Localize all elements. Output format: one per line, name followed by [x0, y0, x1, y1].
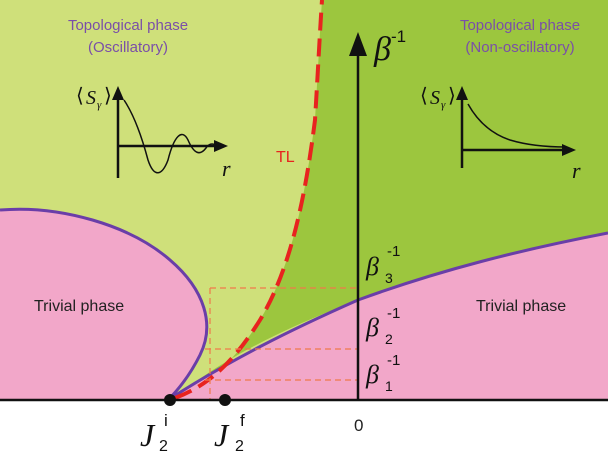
j2f-symbol: J — [214, 417, 230, 453]
inset-osc-r: r — [222, 156, 231, 181]
beta2-label: β 2 -1 — [365, 305, 400, 347]
inset-nonoscillatory: ⟨ S γ ⟩ r — [420, 85, 581, 183]
left-phase-boundary — [0, 207, 209, 402]
inset-osc-s: S — [86, 87, 96, 109]
beta3-subscript: 3 — [385, 270, 393, 286]
beta2-superscript: -1 — [387, 305, 400, 322]
inset-osc-x-arrow — [214, 140, 228, 152]
beta-superscript: -1 — [391, 27, 406, 46]
j2f-superscript: f — [240, 411, 245, 430]
inset-nonosc-langle: ⟨ — [420, 85, 428, 107]
inset-osc-sub: γ — [97, 99, 102, 111]
inset-nonosc-sub: γ — [441, 99, 446, 111]
j2i-label: J 2 i — [140, 411, 168, 453]
topo-osc-subtitle: (Oscillatory) — [88, 39, 168, 56]
zero-label: 0 — [354, 416, 363, 435]
j2f-label: J 2 f — [214, 411, 245, 453]
bottom-margin — [0, 400, 608, 453]
tl-label: TL — [276, 149, 295, 166]
j2i-subscript: 2 — [159, 438, 168, 453]
topological-nonoscillatory-region — [175, 0, 608, 398]
beta1-superscript: -1 — [387, 352, 400, 369]
beta-axis-label: β-1 — [373, 27, 406, 68]
transition-line-tl — [174, 0, 324, 400]
inset-nonosc-rangle: ⟩ — [448, 85, 456, 107]
inset-nonosc-curve — [467, 103, 567, 148]
beta3-label: β 3 -1 — [365, 243, 400, 286]
beta-symbol: β — [373, 31, 391, 68]
inset-osc-y-arrow — [112, 86, 124, 100]
filled-circle-marker-j2f — [219, 394, 231, 406]
beta1-symbol: β — [365, 360, 379, 389]
inset-osc-rangle: ⟩ — [104, 85, 112, 107]
j2i-symbol: J — [140, 417, 156, 453]
beta2-subscript: 2 — [385, 331, 393, 347]
topo-osc-title: Topological phase — [68, 17, 188, 34]
filled-circle-marker-j2i — [164, 394, 176, 406]
beta1-label: β 1 -1 — [365, 352, 400, 394]
topo-nonosc-subtitle: (Non-oscillatory) — [465, 39, 574, 56]
beta1-subscript: 1 — [385, 378, 393, 394]
inset-osc-langle: ⟨ — [76, 85, 84, 107]
trivial-right-region — [168, 233, 608, 400]
j2i-superscript: i — [164, 411, 168, 430]
j2f-subscript: 2 — [235, 438, 244, 453]
topo-nonosc-title: Topological phase — [460, 17, 580, 34]
inset-nonosc-r: r — [572, 158, 581, 183]
beta-axis-arrowhead — [349, 32, 367, 56]
inset-nonosc-s: S — [430, 87, 440, 109]
inset-oscillatory: ⟨ S γ ⟩ r — [76, 85, 231, 181]
trivial-left-label: Trivial phase — [34, 298, 124, 315]
inset-nonosc-y-arrow — [456, 86, 468, 100]
inset-osc-curve — [123, 99, 219, 174]
beta2-symbol: β — [365, 313, 379, 342]
beta3-symbol: β — [365, 252, 379, 281]
beta3-superscript: -1 — [387, 243, 400, 260]
trivial-right-label: Trivial phase — [476, 298, 566, 315]
trivial-left-region — [0, 209, 207, 400]
